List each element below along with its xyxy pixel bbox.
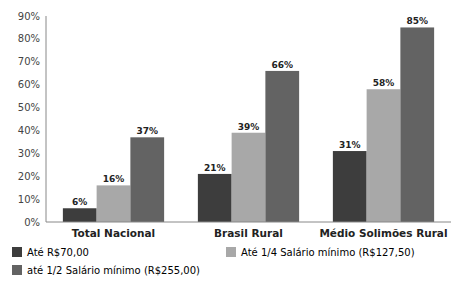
chart: 0% 10% 20% 30% 40% 50% 60% 70% 80% 90% 6% 21% 31% 16%… — [0, 0, 461, 295]
y-tick-label: 70% — [18, 56, 40, 67]
y-tick-label: 30% — [18, 148, 40, 159]
y-tick-label: 80% — [18, 33, 40, 44]
x-axis — [46, 222, 451, 223]
bar — [265, 71, 299, 222]
data-label: 37% — [136, 126, 158, 136]
y-tick-label: 90% — [18, 11, 40, 22]
data-label: 58% — [373, 78, 395, 88]
legend-label: Até 1/4 Salário mínimo (R$127,50) — [241, 247, 415, 258]
y-tick-label: 50% — [18, 102, 40, 113]
bar — [367, 89, 401, 222]
x-tick-label: Médio Solimões Rural — [319, 227, 447, 239]
bar — [400, 27, 434, 222]
bar — [198, 174, 232, 222]
legend-swatch — [12, 265, 22, 275]
data-label: 85% — [406, 16, 428, 26]
bar — [97, 185, 131, 222]
x-tick-label: Total Nacional — [72, 227, 155, 239]
data-label: 21% — [204, 163, 226, 173]
bar — [130, 137, 164, 222]
y-tick-label: 10% — [18, 194, 40, 205]
y-tick-label: 20% — [18, 171, 40, 182]
data-label: 6% — [72, 197, 87, 207]
bar — [232, 133, 266, 222]
y-tick-label: 40% — [18, 125, 40, 136]
data-label: 39% — [238, 122, 260, 132]
bar — [333, 151, 367, 222]
x-tick-label: Brasil Rural — [214, 227, 283, 239]
y-tick-label: 60% — [18, 79, 40, 90]
bars — [63, 27, 434, 222]
data-label: 66% — [271, 60, 293, 70]
y-axis — [46, 16, 47, 222]
legend-swatch — [226, 247, 236, 257]
bar — [63, 208, 97, 222]
y-tick-label: 0% — [24, 217, 40, 228]
data-label: 31% — [339, 140, 361, 150]
data-label: 16% — [103, 174, 125, 184]
legend-swatch — [12, 247, 22, 257]
legend-label: Até R$70,00 — [27, 247, 89, 258]
legend-label: até 1/2 Salário mínimo (R$255,00) — [27, 265, 200, 276]
